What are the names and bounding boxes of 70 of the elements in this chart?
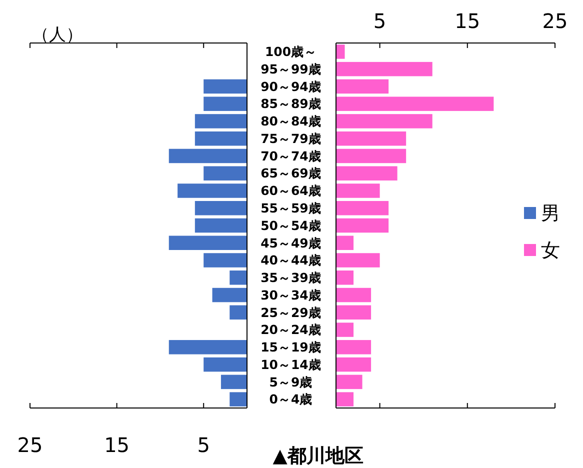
legend-label: 女	[541, 240, 560, 262]
bar	[336, 253, 380, 268]
y-tick-label: 10～14歳	[260, 356, 322, 372]
bar	[336, 62, 432, 76]
bar	[204, 253, 247, 268]
bar	[204, 79, 247, 94]
bar	[336, 218, 389, 233]
y-tick-label: 30～34歳	[260, 287, 322, 302]
bar	[336, 340, 372, 354]
bar	[230, 305, 247, 320]
bar	[204, 357, 247, 372]
y-tick-label: 75～79歳	[260, 130, 322, 146]
bar	[336, 79, 389, 94]
bar	[336, 148, 406, 164]
y-tick-label: 15～19歳	[260, 340, 322, 355]
y-tick-label: 100歳～	[264, 44, 318, 60]
bar	[230, 392, 247, 406]
bar	[336, 200, 389, 216]
bar	[212, 288, 247, 302]
annotation: （人）	[32, 25, 83, 45]
bar	[336, 288, 372, 302]
bar	[336, 131, 406, 146]
bar	[336, 305, 372, 320]
y-tick-label: 45～49歳	[260, 235, 322, 250]
x-tick-label: 25	[17, 433, 43, 457]
bar	[336, 114, 432, 128]
y-tick-label: 90～94歳	[260, 78, 322, 94]
x-tick-label: 15	[454, 9, 480, 33]
y-tick-label: 0～4歳	[269, 392, 313, 407]
bar	[336, 357, 372, 372]
bar	[194, 131, 247, 146]
y-tick-label: 35～39歳	[260, 270, 322, 286]
y-tick-label: 70～74歳	[260, 148, 322, 164]
bar	[336, 236, 354, 250]
bar	[336, 374, 362, 390]
bar	[336, 392, 354, 406]
y-tick-label: 65～69歳	[260, 166, 322, 181]
bar	[168, 340, 247, 354]
bar	[336, 166, 398, 180]
y-tick-label: 95～99歳	[260, 61, 322, 76]
y-tick-label: 20～24歳	[260, 322, 322, 338]
x-tick-label: 5	[373, 9, 386, 33]
bar	[194, 114, 247, 128]
y-tick-label: 40～44歳	[260, 252, 322, 268]
bar	[194, 218, 247, 233]
bar	[194, 200, 247, 216]
y-tick-label: 50～54歳	[260, 218, 322, 233]
bar	[168, 236, 247, 250]
bar	[178, 184, 247, 198]
x-tick-label: 25	[542, 9, 568, 33]
bar	[336, 44, 345, 59]
y-tick-label: 80～84歳	[260, 114, 322, 129]
y-tick-label: 60～64歳	[260, 183, 322, 198]
bar	[168, 148, 247, 164]
bar	[336, 184, 380, 198]
bar	[336, 322, 354, 337]
bar	[204, 166, 247, 180]
bar	[220, 374, 247, 390]
bar	[336, 96, 494, 111]
bar	[204, 96, 247, 111]
bar	[336, 270, 354, 285]
x-tick-label: 5	[197, 433, 210, 457]
y-tick-label: 5～9歳	[269, 374, 313, 390]
bar	[230, 270, 247, 285]
y-tick-label: 25～29歳	[260, 304, 322, 320]
y-tick-label: 85～89歳	[260, 96, 322, 112]
x-tick-label: 15	[104, 433, 130, 457]
legend-label: 男	[541, 202, 560, 225]
text: ▲都川地区	[272, 445, 364, 467]
y-tick-label: 55～59歳	[260, 200, 322, 216]
